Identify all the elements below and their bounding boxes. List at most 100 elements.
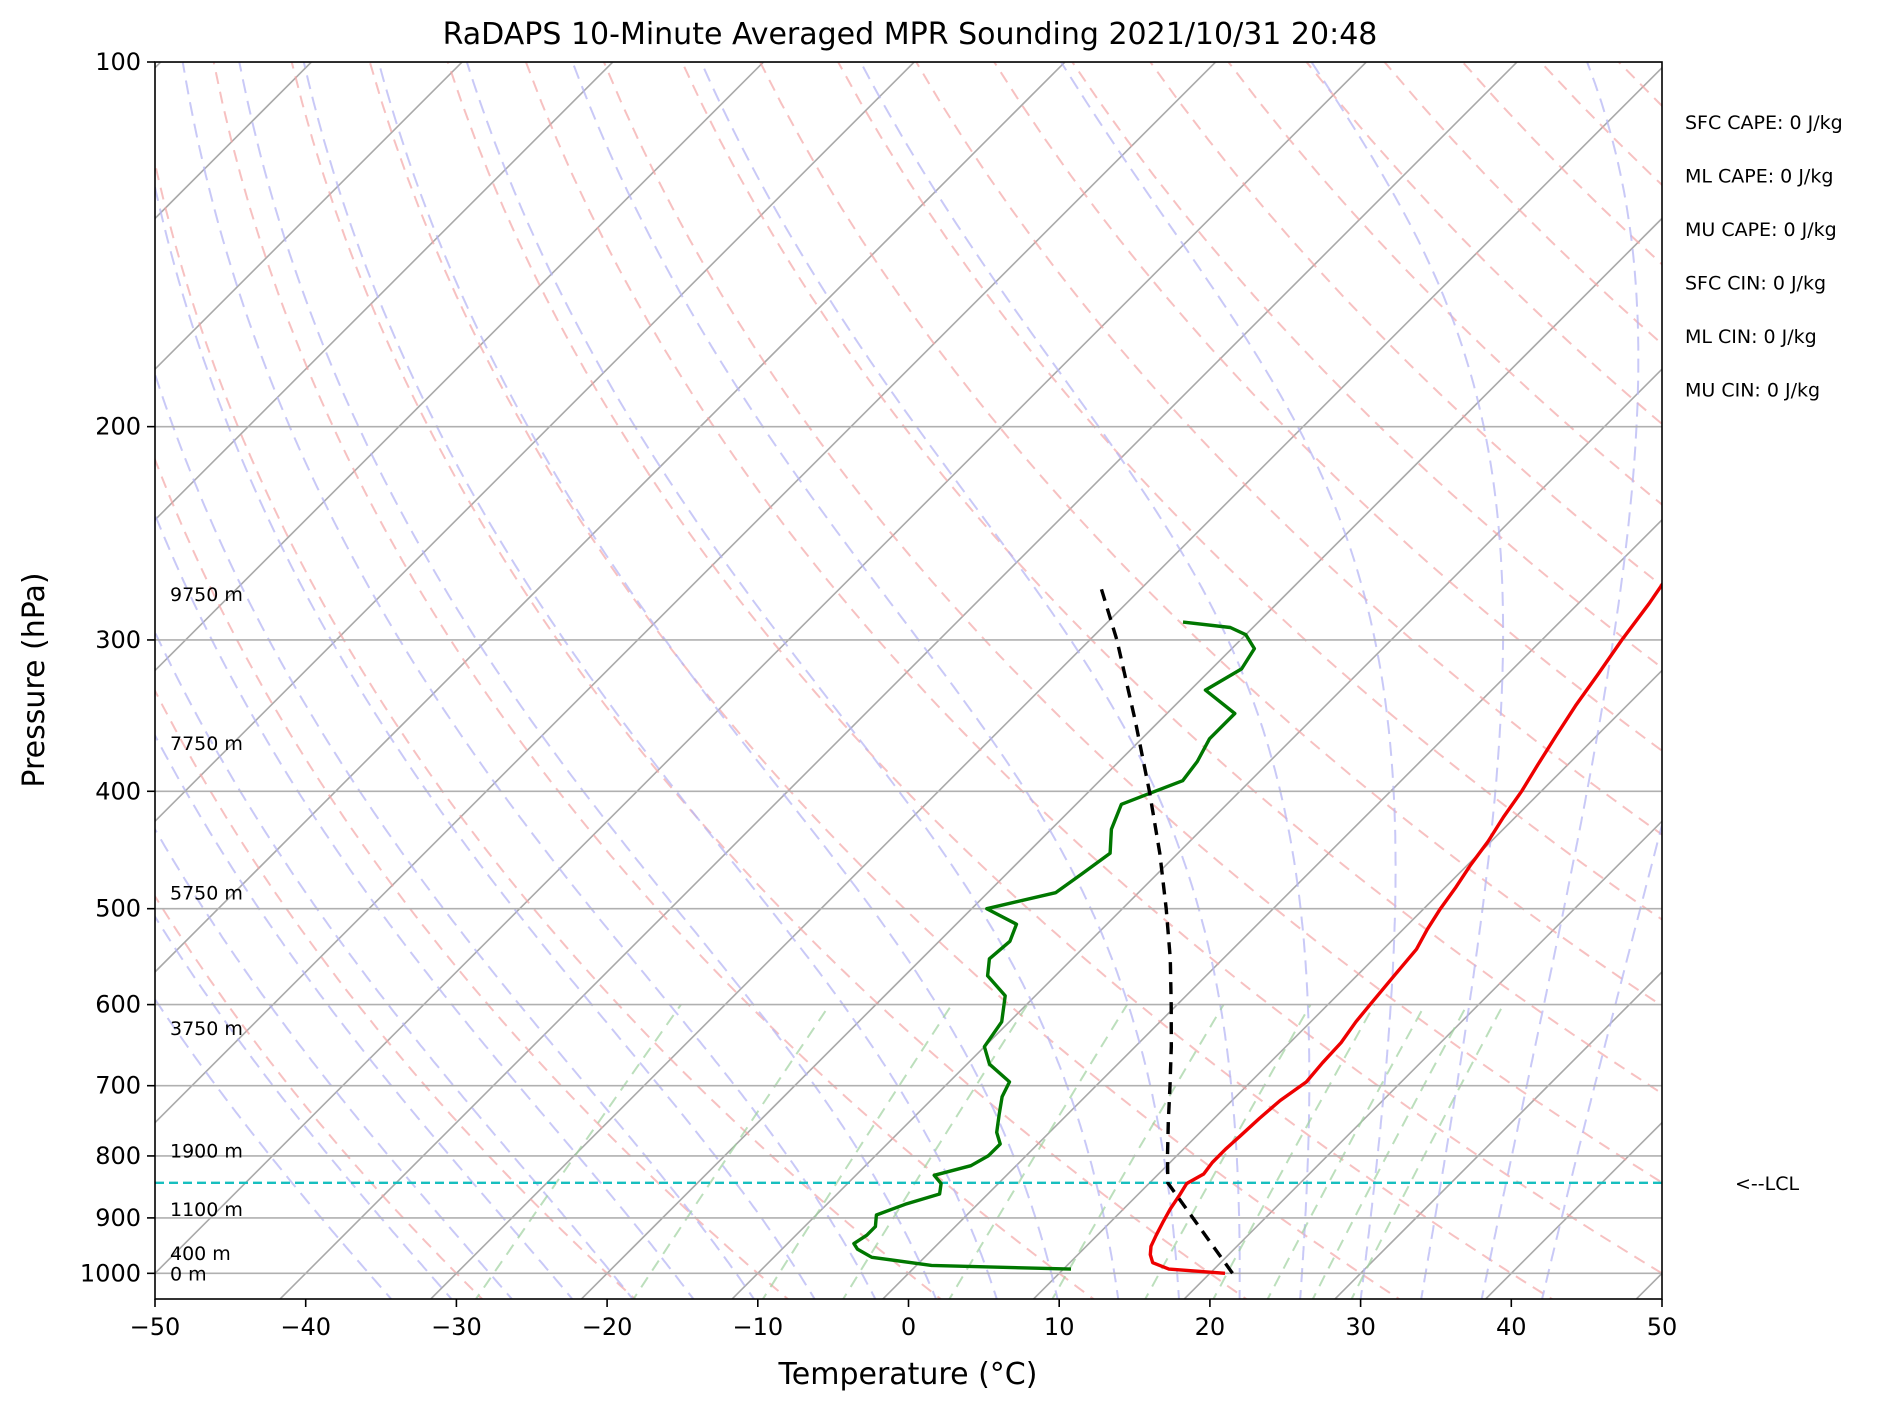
- isotherm: [155, 62, 1067, 974]
- moist-adiabat: [155, 512, 695, 1299]
- mixing-ratio-line: [632, 1004, 831, 1299]
- plot-frame: [154, 61, 1663, 1300]
- isotherm: [1183, 820, 1662, 1299]
- pressure-gridlines: [155, 62, 1662, 1275]
- y-tick-label: 500: [95, 895, 141, 923]
- y-tick-label: 400: [95, 777, 141, 805]
- moist-adiabat: [700, 62, 1241, 1299]
- isotherm: [881, 518, 1662, 1299]
- mixing-ratio-line: [842, 1004, 1029, 1299]
- isotherm: [429, 66, 1662, 1299]
- height-labels: 9750 m 7750 m 5750 m 3750 m 1900 m 1100 m 400 …: [170, 584, 243, 1285]
- moist-adiabat: [155, 914, 453, 1299]
- moist-adiabat: [1310, 62, 1505, 1299]
- moist-adiabat: [155, 997, 393, 1299]
- height-label: 5750 m: [170, 883, 243, 905]
- x-axis-ticks: −50 −40 −30 −20 −10 0 10 20 30 40 50: [130, 1299, 1678, 1341]
- dry-adiabat: [368, 62, 1401, 1299]
- index-text: SFC CIN: 0 J/kg: [1685, 273, 1826, 295]
- dry-adiabat: [1305, 62, 1662, 426]
- x-tick-label: 30: [1345, 1313, 1376, 1341]
- dry-adiabat: [155, 158, 943, 1299]
- y-tick-label: 100: [95, 48, 141, 76]
- mixing-ratio-line: [1144, 1004, 1312, 1299]
- lcl-label: <--LCL: [1735, 1173, 1799, 1195]
- x-tick-label: 20: [1195, 1313, 1226, 1341]
- dry-adiabat: [155, 688, 637, 1299]
- isotherm: [155, 62, 916, 823]
- x-tick-label: −20: [582, 1313, 633, 1341]
- dry-adiabat: [1617, 62, 1662, 108]
- x-tick-label: −30: [431, 1313, 482, 1341]
- isotherm: [278, 62, 1519, 1299]
- y-tick-label: 800: [95, 1142, 141, 1170]
- height-label: 0 m: [170, 1263, 207, 1285]
- isotherm: [155, 62, 1217, 1124]
- isotherm: [155, 62, 614, 521]
- dry-adiabat: [1697, 62, 1882, 1304]
- mixing-ratio-line: [1350, 1004, 1505, 1299]
- height-label: 1100 m: [170, 1199, 243, 1221]
- x-tick-label: −40: [280, 1313, 331, 1341]
- index-text: MU CIN: 0 J/kg: [1685, 380, 1820, 402]
- dry-adiabat: [681, 62, 1662, 1095]
- x-tick-label: 0: [901, 1313, 916, 1341]
- dewpoint-line: [852, 620, 1257, 1271]
- y-axis-label: Pressure (hPa): [17, 572, 52, 787]
- x-tick-label: −10: [732, 1313, 783, 1341]
- dry-adiabat: [602, 62, 1662, 1184]
- moist-adiabat: [155, 733, 574, 1299]
- y-tick-label: 900: [95, 1204, 141, 1232]
- mixing-ratio-line: [1212, 1004, 1376, 1299]
- isotherm: [155, 62, 464, 371]
- background-lines: [155, 62, 1882, 1304]
- x-axis-label: Temperature (°C): [778, 1357, 1038, 1392]
- x-tick-label: 10: [1044, 1313, 1075, 1341]
- index-text: ML CAPE: 0 J/kg: [1685, 166, 1833, 188]
- dry-adiabat: [290, 62, 1249, 1299]
- moist-adiabat: [465, 62, 1120, 1299]
- index-text: SFC CAPE: 0 J/kg: [1685, 112, 1843, 134]
- mixing-ratio-line: [1266, 1004, 1426, 1299]
- y-tick-label: 700: [95, 1072, 141, 1100]
- y-tick-label: 300: [95, 626, 141, 654]
- moist-adiabat: [181, 62, 877, 1299]
- dry-adiabat: [759, 62, 1662, 1008]
- dry-adiabat: [524, 62, 1662, 1275]
- height-label: 7750 m: [170, 733, 243, 755]
- isotherm: [1333, 970, 1662, 1299]
- sounding-series: [155, 581, 1662, 1275]
- index-text: ML CIN: 0 J/kg: [1685, 326, 1817, 348]
- moist-adiabat: [302, 62, 998, 1299]
- dry-adiabat: [837, 62, 1662, 921]
- dry-adiabat: [155, 894, 484, 1299]
- x-tick-label: 50: [1647, 1313, 1678, 1341]
- isotherm: [731, 368, 1662, 1299]
- isotherm: [155, 62, 765, 672]
- y-tick-label: 600: [95, 991, 141, 1019]
- dry-adiabat: [915, 62, 1662, 836]
- moist-adiabat: [859, 62, 1311, 1299]
- height-label: 9750 m: [170, 584, 243, 606]
- x-tick-label: −50: [130, 1313, 181, 1341]
- parcel-line: [1098, 584, 1234, 1275]
- mixing-ratio-line: [948, 1004, 1128, 1299]
- isotherm: [155, 62, 1368, 1275]
- isotherm: [1032, 669, 1662, 1299]
- moist-adiabat: [571, 62, 1180, 1299]
- moist-adiabat: [155, 182, 816, 1299]
- moist-adiabat: [377, 62, 1059, 1299]
- dry-adiabat: [1227, 62, 1662, 506]
- index-text: MU CAPE: 0 J/kg: [1685, 219, 1837, 241]
- isotherm: [580, 217, 1662, 1299]
- sounding-indices: SFC CAPE: 0 J/kg ML CAPE: 0 J/kg MU CAPE: …: [1685, 112, 1843, 402]
- dry-adiabat: [446, 62, 1554, 1299]
- y-tick-label: 200: [95, 413, 141, 441]
- moist-adiabat: [155, 371, 756, 1299]
- mixing-ratio-line: [1311, 1004, 1469, 1299]
- mixing-ratio-line: [761, 1004, 953, 1299]
- moist-adiabat: [155, 827, 514, 1299]
- mixing-ratio-line: [474, 1004, 682, 1299]
- dry-adiabat: [993, 62, 1662, 752]
